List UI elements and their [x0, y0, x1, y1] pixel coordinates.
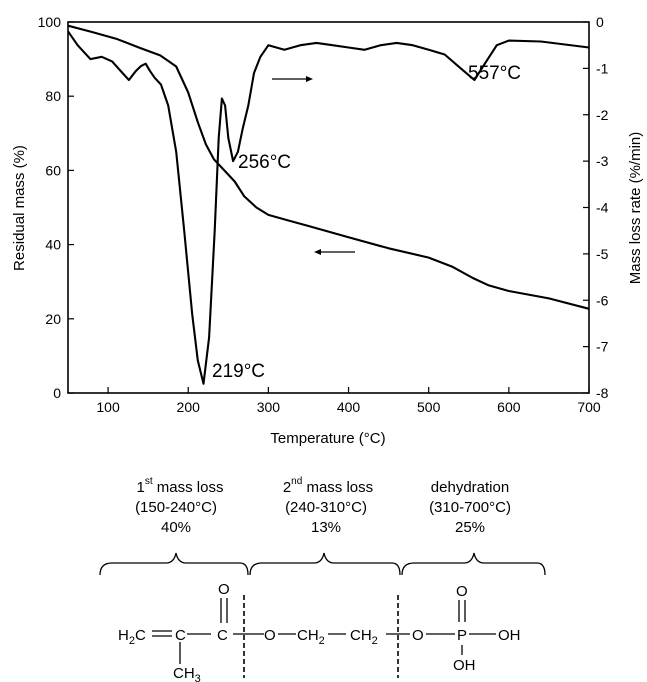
- stage-2-text: 2nd mass loss (240-310°C) 13%: [283, 476, 373, 536]
- peak-label-557: 557°C: [468, 63, 521, 84]
- x-tick-label-5: 600: [497, 399, 521, 415]
- atom-ether-o: O: [264, 627, 276, 644]
- stage-1-text: 1st mass loss (150-240°C) 40%: [135, 476, 223, 536]
- peak-label-219: 219°C: [212, 361, 265, 382]
- dtg-curve-1: [67, 30, 590, 385]
- atom-ch3: CH3: [173, 665, 201, 682]
- svg-text:13%: 13%: [311, 519, 341, 536]
- y2-tick-label-7: -1: [596, 60, 609, 76]
- structure-labels: H2C C C O O CH2 CH2 O P O OH OH CH3: [118, 581, 521, 682]
- y-tick-label-1: 20: [45, 311, 61, 327]
- x-tick-label-0: 100: [96, 399, 120, 415]
- atom-ester-o: O: [412, 627, 424, 644]
- y2-tick-label-3: -5: [596, 246, 609, 262]
- y2-tick-label-8: 0: [596, 14, 604, 30]
- y-tick-label-3: 60: [45, 162, 61, 178]
- atom-c2: C: [217, 627, 228, 644]
- svg-text:(150-240°C): (150-240°C): [135, 499, 217, 516]
- series-layer: [67, 24, 590, 385]
- svg-text:2nd mass loss: 2nd mass loss: [283, 476, 373, 496]
- stage-3-text: dehydration (310-700°C) 25%: [429, 479, 511, 536]
- atom-p-oh-bottom: OH: [453, 657, 476, 674]
- axis-ticks: 100 200 300 400 500 600 700 0 20 40 60 80 100 -8 -7 -6 -…: [38, 14, 609, 415]
- x-tick-label-3: 400: [337, 399, 361, 415]
- brace-2: [249, 552, 401, 576]
- svg-text:(310-700°C): (310-700°C): [429, 499, 511, 516]
- y-tick-label-2: 40: [45, 237, 61, 253]
- atom-p-o-top: O: [456, 583, 468, 600]
- y2-tick-label-6: -2: [596, 107, 609, 123]
- atom-ch2-b: CH2: [350, 627, 378, 647]
- y-tick-label-4: 80: [45, 88, 61, 104]
- y2-tick-label-1: -7: [596, 339, 609, 355]
- y2-tick-label-4: -4: [596, 200, 609, 216]
- svg-text:40%: 40%: [161, 519, 191, 536]
- chemical-structure: [152, 595, 496, 678]
- y2-tick-label-2: -6: [596, 292, 609, 308]
- y2-axis-label: Mass loss rate (%/min): [627, 132, 644, 285]
- atom-p-oh-right: OH: [498, 627, 521, 644]
- atom-p: P: [457, 627, 467, 644]
- x-tick-label-6: 700: [577, 399, 601, 415]
- x-tick-label-2: 300: [257, 399, 281, 415]
- svg-text:dehydration: dehydration: [431, 479, 509, 496]
- stage-braces: [99, 552, 546, 576]
- tga-curve-0: [67, 24, 590, 310]
- brace-3: [401, 552, 546, 576]
- right-axis-arrow: [272, 76, 313, 82]
- svg-text:25%: 25%: [455, 519, 485, 536]
- y2-tick-label-5: -3: [596, 153, 609, 169]
- y-axis-label: Residual mass (%): [11, 145, 28, 271]
- atom-h2c: H2C: [118, 627, 146, 647]
- svg-text:(240-310°C): (240-310°C): [285, 499, 367, 516]
- x-tick-label-1: 200: [177, 399, 201, 415]
- y2-tick-label-0: -8: [596, 385, 609, 401]
- peak-label-256: 256°C: [238, 152, 291, 173]
- y-tick-label-5: 100: [38, 14, 62, 30]
- atom-c1: C: [175, 627, 186, 644]
- atom-ch2-a: CH2: [297, 627, 325, 647]
- left-axis-arrow: [314, 249, 355, 255]
- svg-text:1st mass loss: 1st mass loss: [137, 476, 224, 496]
- x-axis-label: Temperature (°C): [270, 430, 385, 447]
- atom-o-carbonyl: O: [218, 581, 230, 598]
- brace-1: [99, 552, 249, 576]
- y-tick-label-0: 0: [53, 385, 61, 401]
- x-tick-label-4: 500: [417, 399, 441, 415]
